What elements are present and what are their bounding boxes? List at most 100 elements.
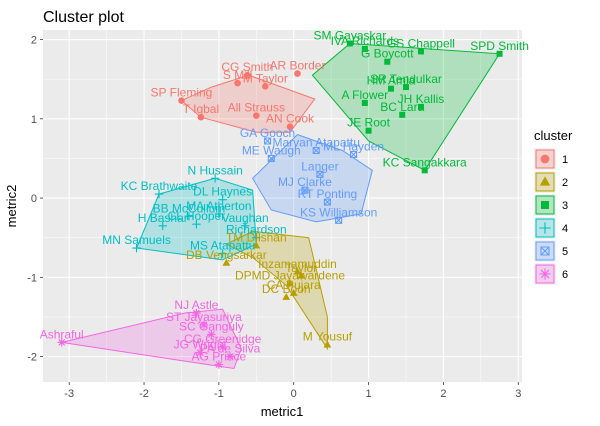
y-axis-title: metric2 xyxy=(4,185,19,228)
cluster-6-point xyxy=(199,320,209,330)
cluster-4-point xyxy=(252,233,261,242)
cluster-4-point xyxy=(154,189,164,199)
cluster-6-point xyxy=(214,360,224,369)
y-tick-label: 0 xyxy=(31,193,37,205)
point-label: AN Cook xyxy=(266,112,315,126)
cluster-5-point xyxy=(312,146,320,155)
point-label: BB McCullum xyxy=(153,201,226,215)
legend-label: 5 xyxy=(562,246,568,258)
legend-key-symbol xyxy=(539,176,551,186)
point-label: Langer xyxy=(301,159,338,173)
point-label: RT Ponting xyxy=(298,187,358,201)
point-label: PA de Silva xyxy=(200,342,261,356)
x-tick-label: 1 xyxy=(366,388,372,400)
point-label: CL Hooper xyxy=(168,209,226,223)
point-label: IVA Richards xyxy=(331,34,399,48)
y-tick-label: -2 xyxy=(27,352,37,364)
cluster-3-point xyxy=(421,167,428,174)
cluster-3-point xyxy=(365,127,372,134)
point-label: DL Haynes xyxy=(193,185,252,199)
point-label: NJ Astle xyxy=(174,298,218,312)
point-label: N Hussain xyxy=(187,163,242,177)
point-label: JG Wright xyxy=(174,338,228,352)
point-label: Inzamamuddin xyxy=(258,257,337,271)
point-label: JH Kallis xyxy=(398,92,445,106)
cluster-1-point xyxy=(261,82,269,90)
cluster-5-point xyxy=(267,154,275,162)
cluster-4-point xyxy=(192,220,201,229)
cluster-6-point xyxy=(57,338,66,347)
point-label: DB Vengsarkar xyxy=(186,248,267,262)
point-label: KS Williamson xyxy=(300,205,377,219)
cluster-1-point xyxy=(244,71,251,79)
cluster-3-point xyxy=(417,103,424,110)
cluster-1-point xyxy=(234,79,241,87)
point-label: ST Jayasuriya xyxy=(166,310,242,324)
cluster-2-point xyxy=(282,292,291,300)
x-tick-label: -1 xyxy=(214,388,224,400)
cluster-5-point xyxy=(316,170,324,178)
cluster-1-hull xyxy=(180,74,316,133)
y-tick-label: 2 xyxy=(31,35,37,47)
cluster-3-point xyxy=(399,111,406,118)
gridlines xyxy=(43,30,522,382)
data-points xyxy=(57,40,503,369)
point-label: DPMD Jayawardene xyxy=(235,269,345,283)
point-label: Richardson xyxy=(226,223,287,237)
point-label: SPD Smith xyxy=(470,39,529,53)
cluster-3-point xyxy=(496,50,503,57)
y-tick-label: 1 xyxy=(31,114,37,126)
cluster-2-point xyxy=(252,241,261,249)
y-tick-label: -1 xyxy=(27,272,37,284)
legend-title: cluster xyxy=(534,128,573,143)
point-label: GA Gooch xyxy=(240,126,295,140)
point-label: G Boycott xyxy=(361,47,414,61)
point-label: All Strauss xyxy=(228,101,285,115)
cluster-2-point xyxy=(293,267,302,275)
point-label: MJ Clarke xyxy=(278,175,332,189)
cluster-2-point xyxy=(222,258,231,266)
cluster-4-point xyxy=(218,195,227,204)
point-label: M Taylor xyxy=(243,71,288,85)
legend-key-symbol xyxy=(539,222,551,234)
cluster-2-hull xyxy=(225,230,328,351)
legend-key-symbol xyxy=(540,154,550,164)
legend: cluster 1 2 3 4 5 6 xyxy=(534,128,573,285)
point-label: MA Atherton xyxy=(186,199,251,213)
chart-title: Cluster plot xyxy=(43,9,124,26)
cluster-hulls xyxy=(61,42,501,370)
cluster-6-point xyxy=(192,308,201,318)
point-label: SP Fleming xyxy=(151,86,213,100)
cluster-5-point xyxy=(350,150,358,159)
cluster-4-point xyxy=(210,174,220,183)
point-label: GS Chappell xyxy=(387,36,455,50)
cluster-4-point xyxy=(214,209,224,219)
point-label: SM Gavaskar xyxy=(314,28,387,42)
legend-label: 4 xyxy=(562,223,568,235)
point-label: MS Atapattu xyxy=(190,239,255,253)
point-label: ML Hayden xyxy=(323,139,384,153)
x-tick-label: 3 xyxy=(515,388,521,400)
cluster-3-point xyxy=(361,99,368,106)
cluster-3-point xyxy=(361,46,368,53)
cluster-4-point xyxy=(240,221,250,231)
legend-key-symbol xyxy=(540,246,550,256)
cluster-1-point xyxy=(178,97,185,104)
cluster-6-hull xyxy=(61,308,242,370)
point-label: ME Waugh xyxy=(242,143,301,157)
point-label: T Iqbal xyxy=(183,102,219,116)
cluster-4-point xyxy=(184,212,194,221)
point-label: AG Prince xyxy=(192,350,247,364)
legend-label: 6 xyxy=(562,269,568,281)
legend-label: 3 xyxy=(562,200,568,212)
x-tick-label: 2 xyxy=(440,388,446,400)
point-label: MN Samuels xyxy=(102,233,171,247)
cluster-3-point xyxy=(384,58,391,65)
plot-panel xyxy=(43,30,522,382)
point-label: A Flower xyxy=(341,88,388,102)
cluster-1-point xyxy=(294,70,301,77)
point-label: JE Root xyxy=(347,116,390,130)
cluster-5-point xyxy=(263,137,272,145)
